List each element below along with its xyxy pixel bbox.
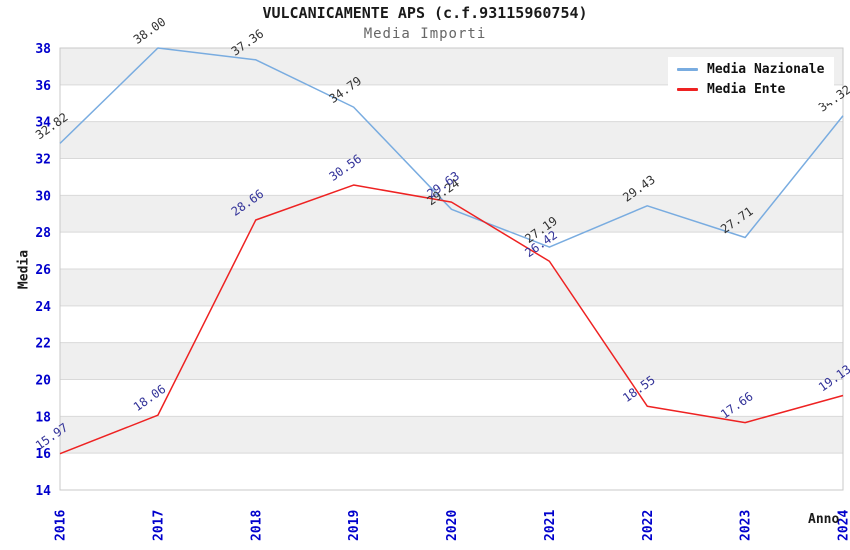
x-tick-label: 2018 [249,510,264,541]
chart-title: VULCANICAMENTE APS (c.f.93115960754) [262,4,588,22]
legend-item-media-ente: Media Ente [677,82,824,97]
y-tick-label: 34 [35,116,51,131]
legend-label-media-ente: Media Ente [707,82,786,97]
media-ente-swatch-icon [677,88,698,91]
legend: Media Nazionale Media Ente [668,57,835,103]
y-tick-label: 20 [35,374,51,389]
y-tick-label: 22 [35,337,51,352]
y-tick-label: 26 [35,263,51,278]
x-tick-label: 2024 [837,510,850,541]
y-tick-label: 28 [35,226,51,241]
plot-band [60,269,843,306]
y-tick-label: 32 [35,153,51,168]
plot-band [60,121,843,159]
media-nazionale-swatch-icon [677,68,698,71]
x-tick-label: 2016 [54,510,69,541]
y-tick-label: 16 [35,447,51,462]
plot-band [60,342,843,380]
legend-label-media-nazionale: Media Nazionale [707,62,825,77]
x-tick-label: 2023 [739,510,754,541]
legend-item-media-nazionale: Media Nazionale [677,62,824,77]
y-tick-label: 14 [35,484,51,499]
media-ente-line [59,184,844,455]
x-tick-label: 2022 [641,510,656,541]
y-tick-label: 38 [35,42,51,57]
value-label: 18.06 [131,382,169,414]
y-axis-label: Media [16,249,32,290]
y-tick-label: 18 [35,410,51,425]
chart-subtitle: Media Importi [363,26,487,42]
media-nazionale-line [59,47,844,248]
plot-band [60,416,843,454]
x-tick-label: 2017 [151,510,166,541]
x-tick-label: 2021 [543,510,558,541]
y-tick-label: 24 [35,300,51,315]
y-tick-label: 36 [35,79,51,94]
x-axis-label: Anno [808,512,840,527]
x-tick-label: 2019 [347,510,362,541]
plot-border [59,47,844,491]
y-tick-label: 30 [35,189,51,204]
x-tick-label: 2020 [445,510,460,541]
